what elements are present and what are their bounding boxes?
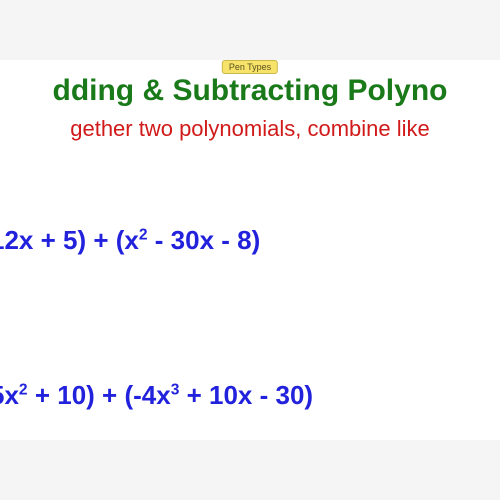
expr1-exp1: 2 [139,226,148,243]
slide-title: dding & Subtracting Polyno [0,74,500,108]
expression-2: 5x2 + 10) + (-4x3 + 10x - 30) [0,380,313,411]
slide-frame: Pen Types dding & Subtracting Polyno get… [0,60,500,440]
expr2-part3: + 10x - 30) [179,380,313,410]
expr1-part1: 12x + 5) + (x [0,225,139,255]
expr1-part2: - 30x - 8) [148,225,261,255]
pen-types-tag[interactable]: Pen Types [222,60,278,74]
expr2-part1: 5x [0,380,19,410]
pen-types-label: Pen Types [229,62,271,72]
expression-1: 12x + 5) + (x2 - 30x - 8) [0,225,260,256]
expr2-exp1: 2 [19,381,28,398]
slide-subtitle: gether two polynomials, combine like [0,116,500,142]
expr2-part2: + 10) + (-4x [28,380,171,410]
